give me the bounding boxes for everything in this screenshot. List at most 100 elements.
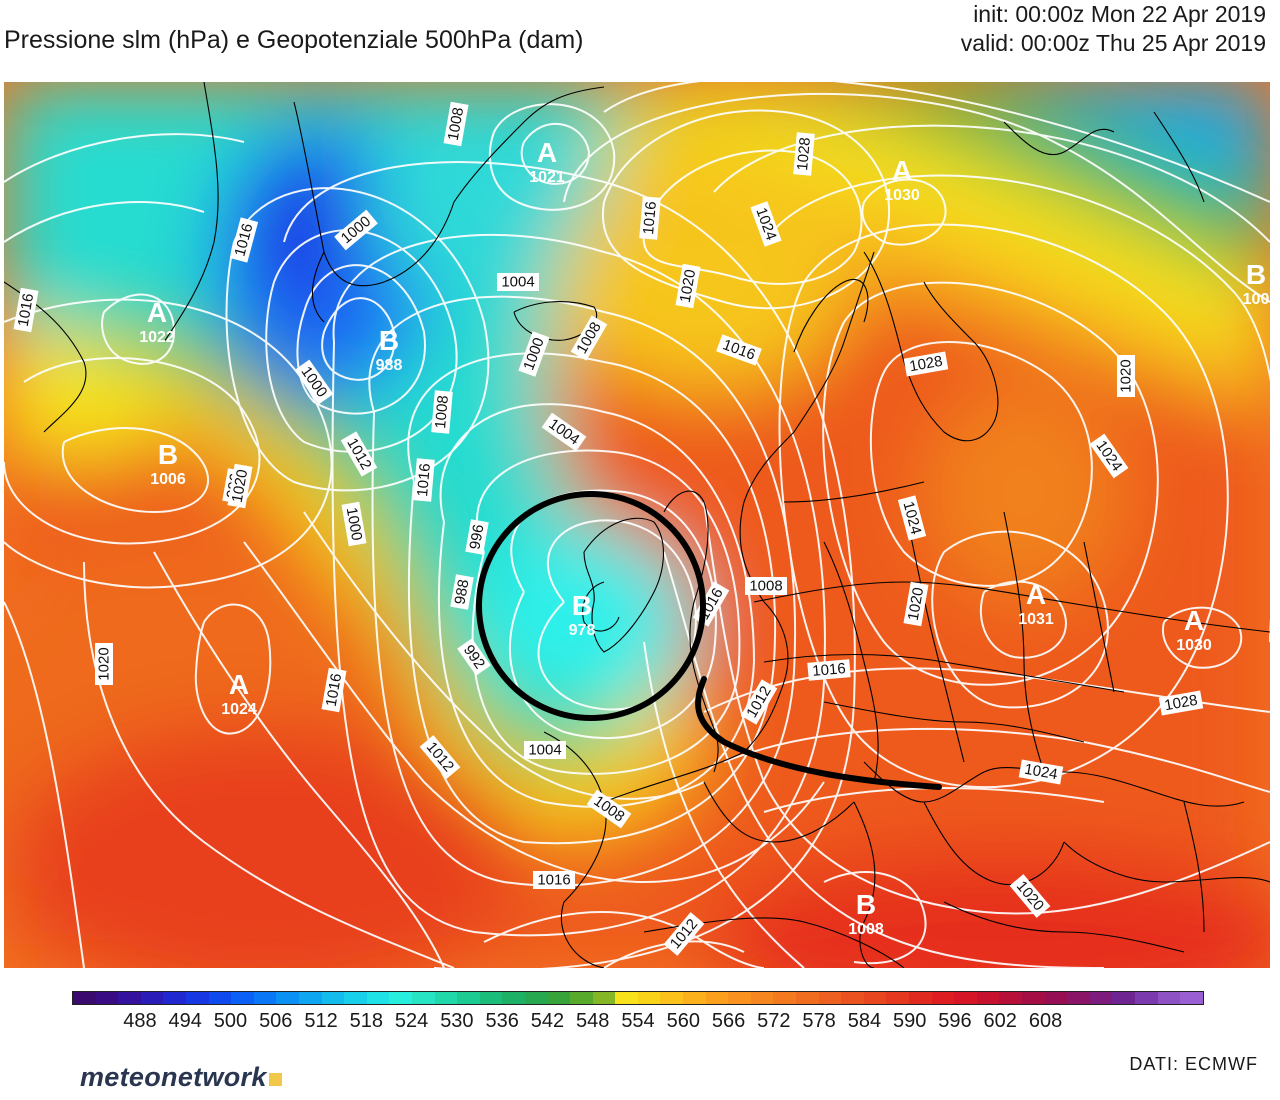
isobar-label-text: 1008 — [445, 106, 468, 142]
isobar-label-box — [740, 679, 778, 725]
colorbar-cell — [163, 992, 186, 1004]
colorbar-cell — [185, 992, 209, 1004]
colorbar-cell — [570, 992, 593, 1004]
coastlines — [4, 82, 1270, 968]
centre-value: 1030 — [1176, 637, 1212, 654]
isobar-label-text: 1028 — [794, 137, 814, 172]
colorbar-cell — [457, 992, 480, 1004]
isobar-label-text: 1008 — [432, 395, 452, 430]
centre-value: 1008 — [848, 921, 884, 938]
logo-text: meteonetwork — [80, 1062, 267, 1092]
colorbar-cell — [1021, 992, 1045, 1004]
colorbar-label: 596 — [938, 1010, 972, 1032]
colorbar-cell — [253, 992, 277, 1004]
colorbar-cell — [276, 992, 299, 1004]
isobar-label: 1020 — [903, 581, 929, 627]
colorbar-cell — [728, 992, 751, 1004]
isobar-label-text: 1016 — [414, 463, 434, 498]
isobar-label: 1004 — [524, 741, 566, 759]
isobar-label-text: 988 — [451, 578, 472, 606]
centre-letter: A — [147, 297, 167, 328]
isobar-label-box — [716, 334, 762, 366]
centre-letter: B — [379, 325, 399, 356]
colorbar-cell — [683, 992, 706, 1004]
isobar-label: 1028 — [793, 132, 815, 176]
colorbar-label: 590 — [892, 1010, 927, 1032]
isobar-label: 1008 — [745, 577, 787, 595]
centre-letter: B — [572, 590, 592, 621]
centre-letter: B — [1246, 259, 1266, 290]
colorbar-labels: 488 494 500 506 512 518 524 530 536 542 548 554 560 5… — [72, 1010, 1204, 1034]
colorbar — [72, 991, 1204, 1005]
isobar-label-box — [227, 463, 253, 509]
isobar-label-box — [1009, 874, 1051, 918]
colorbar-cell — [73, 992, 96, 1004]
centre-letter: B — [158, 439, 178, 470]
isobar-label-box — [524, 741, 566, 759]
colorbar-cell — [321, 992, 345, 1004]
isobar-label-text: 1020 — [1118, 359, 1135, 392]
isobar-label: 996 — [465, 519, 489, 555]
isobar-label-box — [1117, 355, 1135, 397]
colorbar-cell — [298, 992, 322, 1004]
colorbar-cell — [660, 992, 684, 1004]
colorbar-cell — [411, 992, 435, 1004]
colorbar-cell — [750, 992, 774, 1004]
isobar-label-box — [13, 287, 39, 333]
colorbar-label: 578 — [802, 1010, 836, 1032]
colorbar-cell — [344, 992, 367, 1004]
colorbar-label: 530 — [440, 1010, 474, 1032]
colorbar-cell — [796, 992, 819, 1004]
colorbar-cell — [841, 992, 864, 1004]
isobar-label: 1020 — [95, 643, 113, 685]
logo-square-icon — [268, 1073, 282, 1086]
isobar-label: 1000 — [341, 501, 367, 547]
isobar-label-text: 1004 — [528, 742, 561, 759]
isobar-label: 1016 — [321, 667, 347, 713]
colorbar-cell — [976, 992, 1000, 1004]
isobar-label-box — [497, 273, 539, 291]
centre-value: 1006 — [150, 471, 186, 488]
isobar-label-box — [807, 659, 851, 681]
centre-value: 1022 — [139, 329, 175, 346]
isobar-label: 1028 — [903, 351, 949, 377]
colorbar-label: 608 — [1028, 1010, 1063, 1032]
isobar-label: 1016 — [533, 871, 575, 889]
isobar-label: 1020 — [227, 463, 253, 509]
isobar-label-box — [518, 331, 550, 377]
isobar-label-box — [750, 201, 782, 247]
colorbar-label: 536 — [485, 1010, 519, 1032]
isobar-label: 1028 — [1158, 690, 1204, 716]
pointer-line — [695, 676, 942, 790]
isobar-label-box — [663, 912, 705, 956]
valid-time: valid: 00:00z Thu 25 Apr 2019 — [960, 30, 1266, 56]
colorbar-label: 572 — [757, 1010, 791, 1032]
colorbar-cell — [140, 992, 164, 1004]
colorbar-label: 548 — [576, 1010, 610, 1032]
isobar-label-text: 1020 — [905, 586, 928, 622]
isobar-label: 1020 — [1117, 355, 1135, 397]
isobar-label-box — [1158, 690, 1204, 716]
colorbar-cell — [1067, 992, 1090, 1004]
colorbar-cell — [818, 992, 842, 1004]
isobar-label-text: 1024 — [1023, 761, 1059, 784]
colorbar-cell — [502, 992, 525, 1004]
forecast-map: 1016 1016 1000 1008 1004 1000 1008 1000 1008 1012… — [4, 82, 1270, 968]
colorbar-cell — [592, 992, 616, 1004]
isobar-label: 1020 — [1009, 874, 1051, 918]
isobar-label-box — [465, 519, 489, 555]
colorbar-label: 566 — [711, 1010, 746, 1032]
centre-value: 988 — [376, 357, 403, 374]
colorbar-cell — [1089, 992, 1113, 1004]
isobar-label-box — [431, 390, 453, 434]
chart-title: Pressione slm (hPa) e Geopotenziale 500h… — [4, 26, 584, 54]
meteonetwork-logo: meteonetwork — [80, 1062, 282, 1093]
colorbar-cell — [95, 992, 119, 1004]
colorbar-cell — [773, 992, 796, 1004]
isobar-label-box — [294, 359, 334, 405]
colorbar-label: 500 — [213, 1010, 248, 1032]
